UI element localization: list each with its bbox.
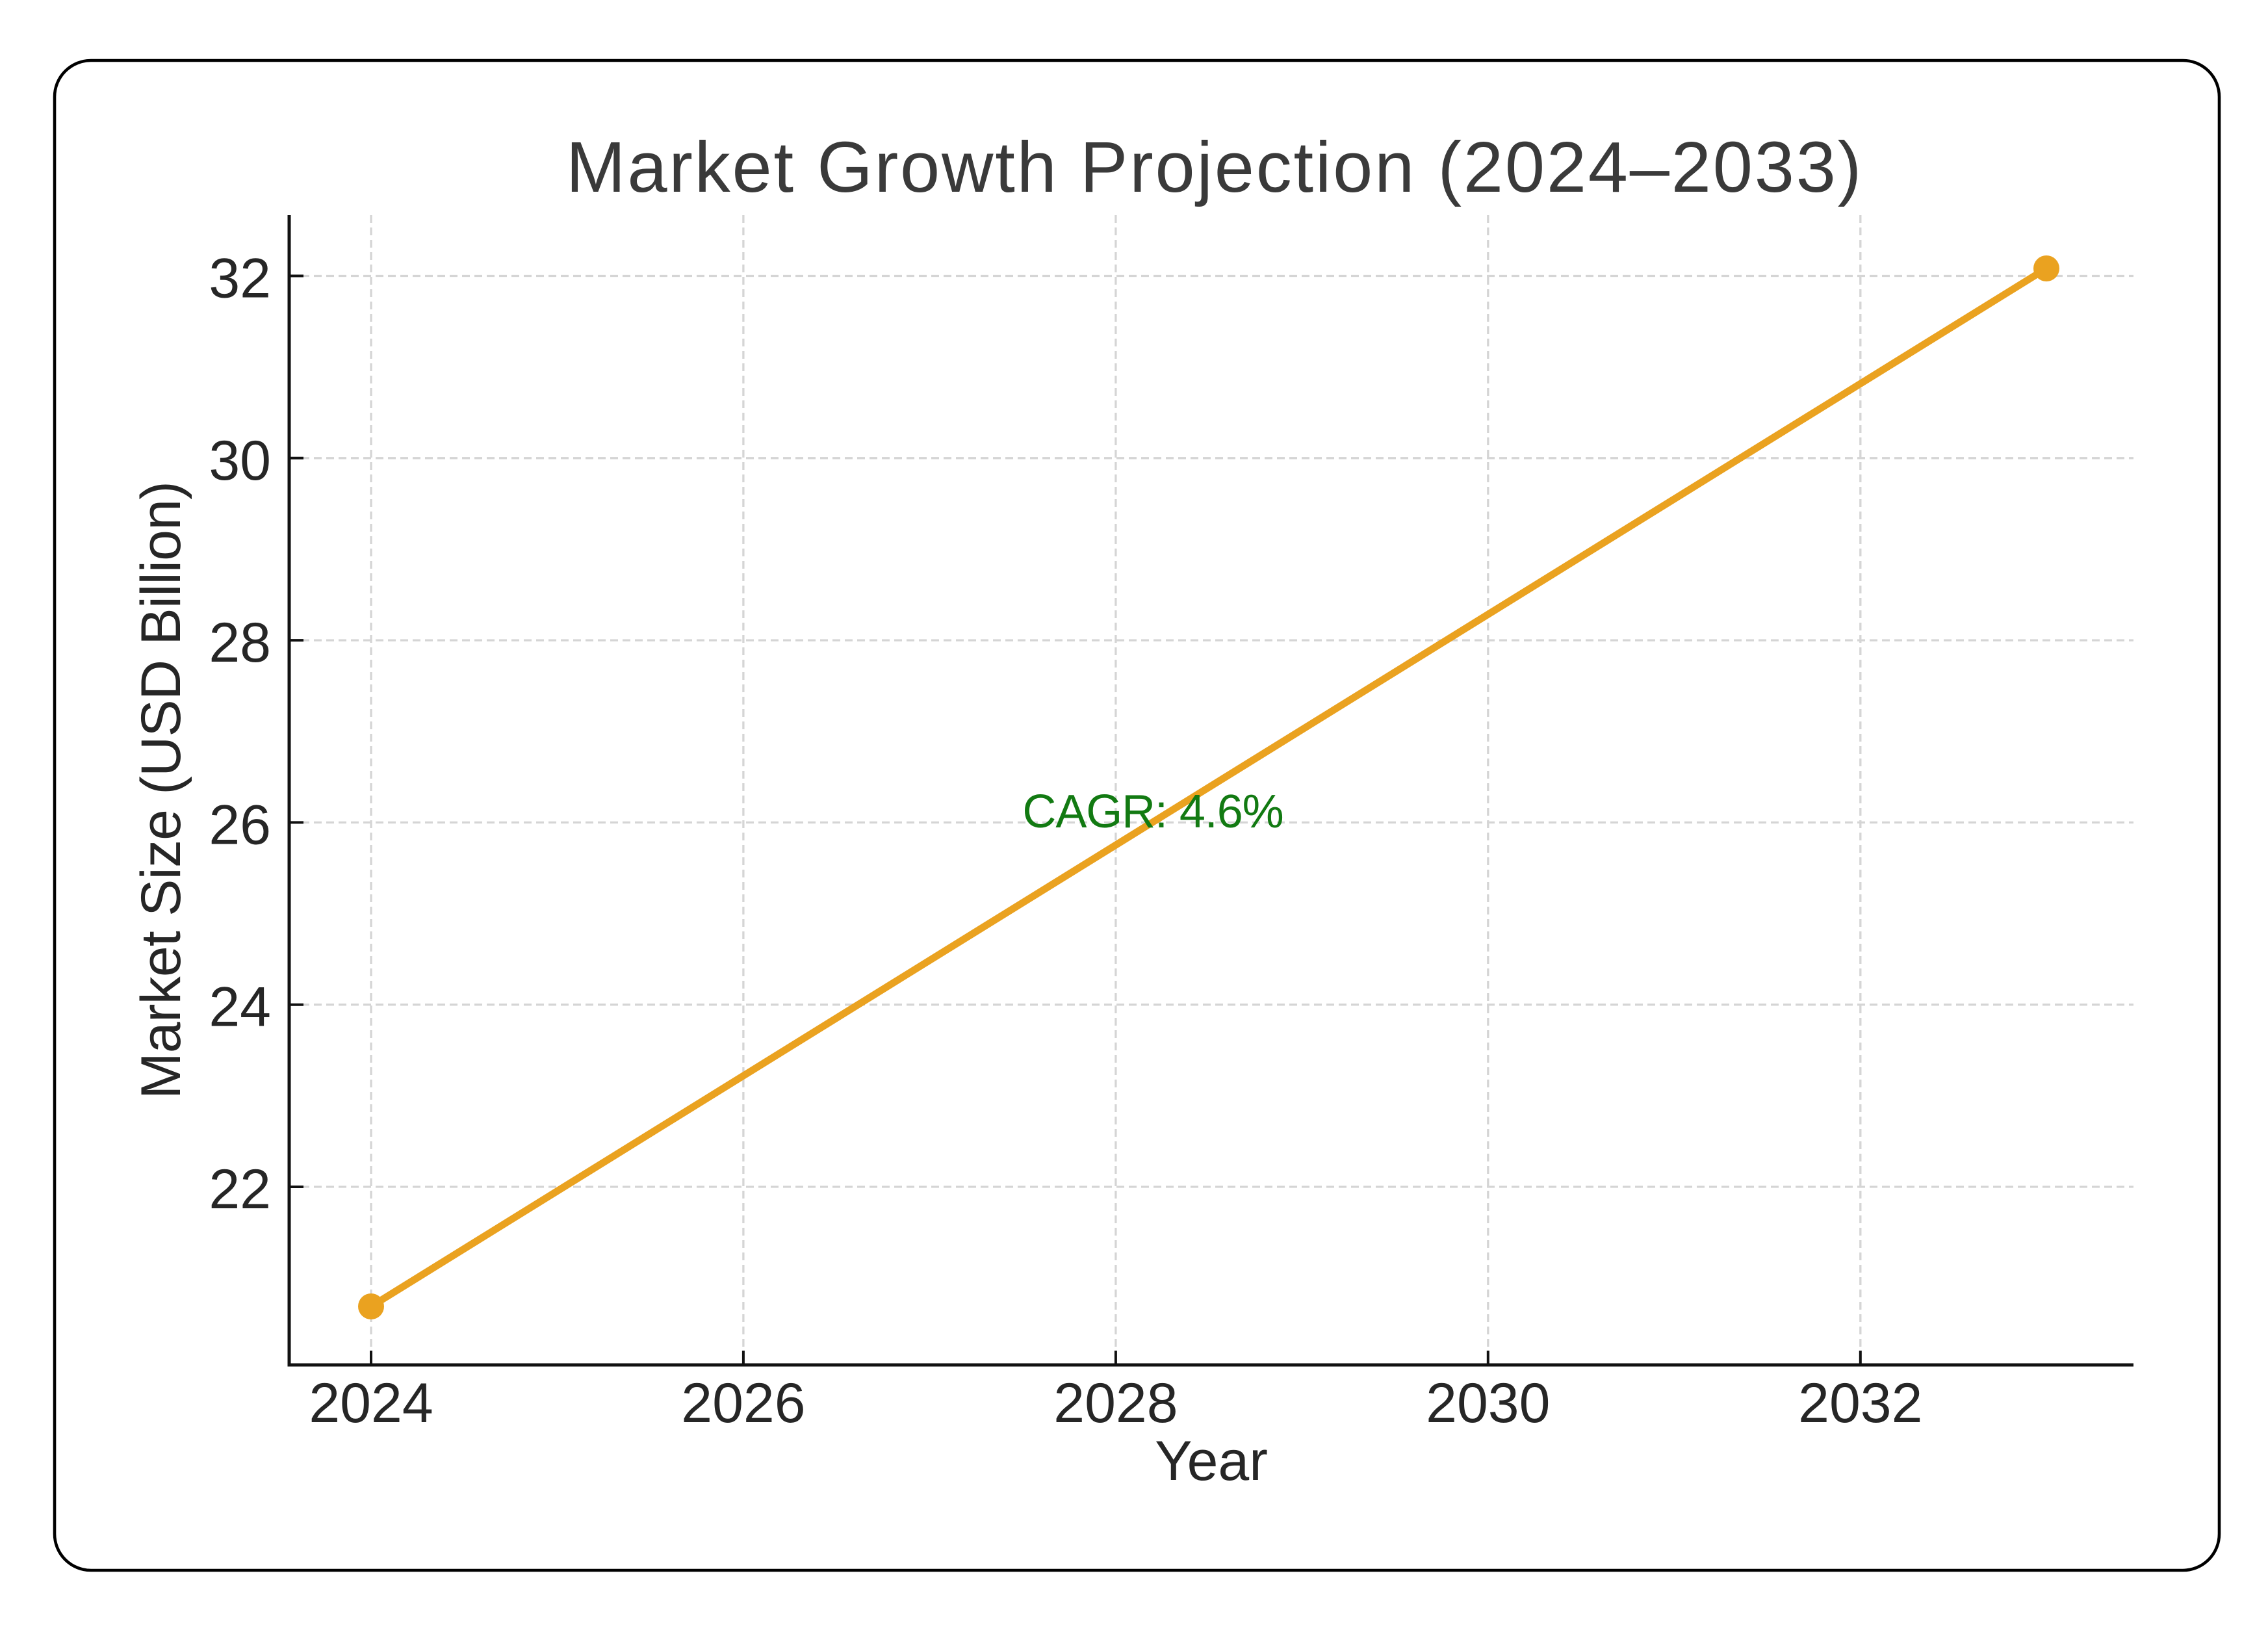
svg-text:22: 22	[209, 1158, 271, 1221]
svg-text:26: 26	[209, 794, 271, 856]
svg-text:Market Size (USD Billion): Market Size (USD Billion)	[130, 482, 192, 1099]
svg-text:2026: 2026	[681, 1372, 805, 1434]
svg-text:Year: Year	[1155, 1430, 1268, 1492]
svg-text:2028: 2028	[1053, 1372, 1178, 1434]
svg-text:CAGR: 4.6%: CAGR: 4.6%	[1022, 786, 1283, 838]
svg-text:2024: 2024	[309, 1372, 433, 1434]
svg-text:32: 32	[209, 248, 271, 310]
svg-text:28: 28	[209, 612, 271, 674]
svg-text:2032: 2032	[1798, 1372, 1922, 1434]
svg-text:30: 30	[209, 430, 271, 492]
svg-text:2030: 2030	[1426, 1372, 1550, 1434]
svg-text:Market Growth Projection (2024: Market Growth Projection (2024–2033)	[566, 127, 1863, 207]
svg-text:24: 24	[209, 976, 271, 1039]
